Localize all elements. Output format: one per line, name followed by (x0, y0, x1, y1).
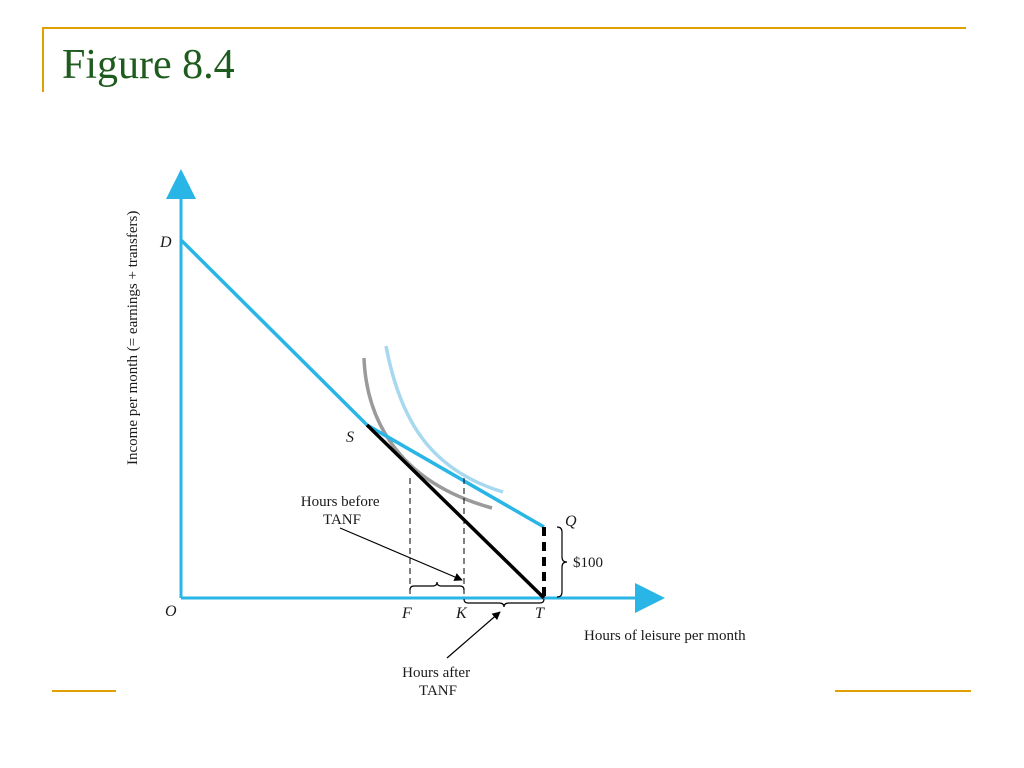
budget-line-with-tanf (179, 238, 545, 529)
label-point-q: Q (565, 513, 577, 530)
transfer-amount-label: $100 (573, 555, 603, 571)
arrow-hours-after (446, 611, 501, 659)
label-point-k: K (455, 605, 468, 622)
callout-hours-after-line1: Hours after (402, 665, 470, 681)
slide-title: Figure 8.4 (62, 42, 235, 88)
y-axis-label: Income per month (= earnings + transfers… (125, 211, 141, 465)
callout-hours-before-line2: TANF (323, 512, 361, 528)
bottom-left-accent-line (52, 690, 116, 692)
indifference-curve-lower (362, 357, 493, 510)
top-accent-line (42, 27, 966, 29)
brace-hours-after (463, 598, 545, 608)
label-point-t: T (535, 605, 545, 622)
arrow-hours-before (339, 527, 463, 581)
label-point-f: F (401, 605, 412, 622)
budget-line-without-tanf (365, 423, 546, 600)
indifference-curve-upper (384, 345, 504, 494)
callout-hours-before: Hours before TANF (301, 494, 383, 528)
brace-transfer (556, 526, 568, 598)
label-point-d: D (159, 234, 172, 251)
top-left-accent-vertical (42, 28, 44, 92)
bottom-right-accent-line (835, 690, 971, 692)
callout-hours-before-line1: Hours before (301, 494, 380, 510)
callout-hours-after-line2: TANF (419, 683, 457, 699)
label-point-s: S (346, 429, 354, 446)
callout-hours-after: Hours after TANF (402, 665, 474, 699)
x-axis-label: Hours of leisure per month (584, 628, 746, 644)
label-point-o: O (165, 603, 177, 620)
brace-hours-before (409, 581, 465, 591)
